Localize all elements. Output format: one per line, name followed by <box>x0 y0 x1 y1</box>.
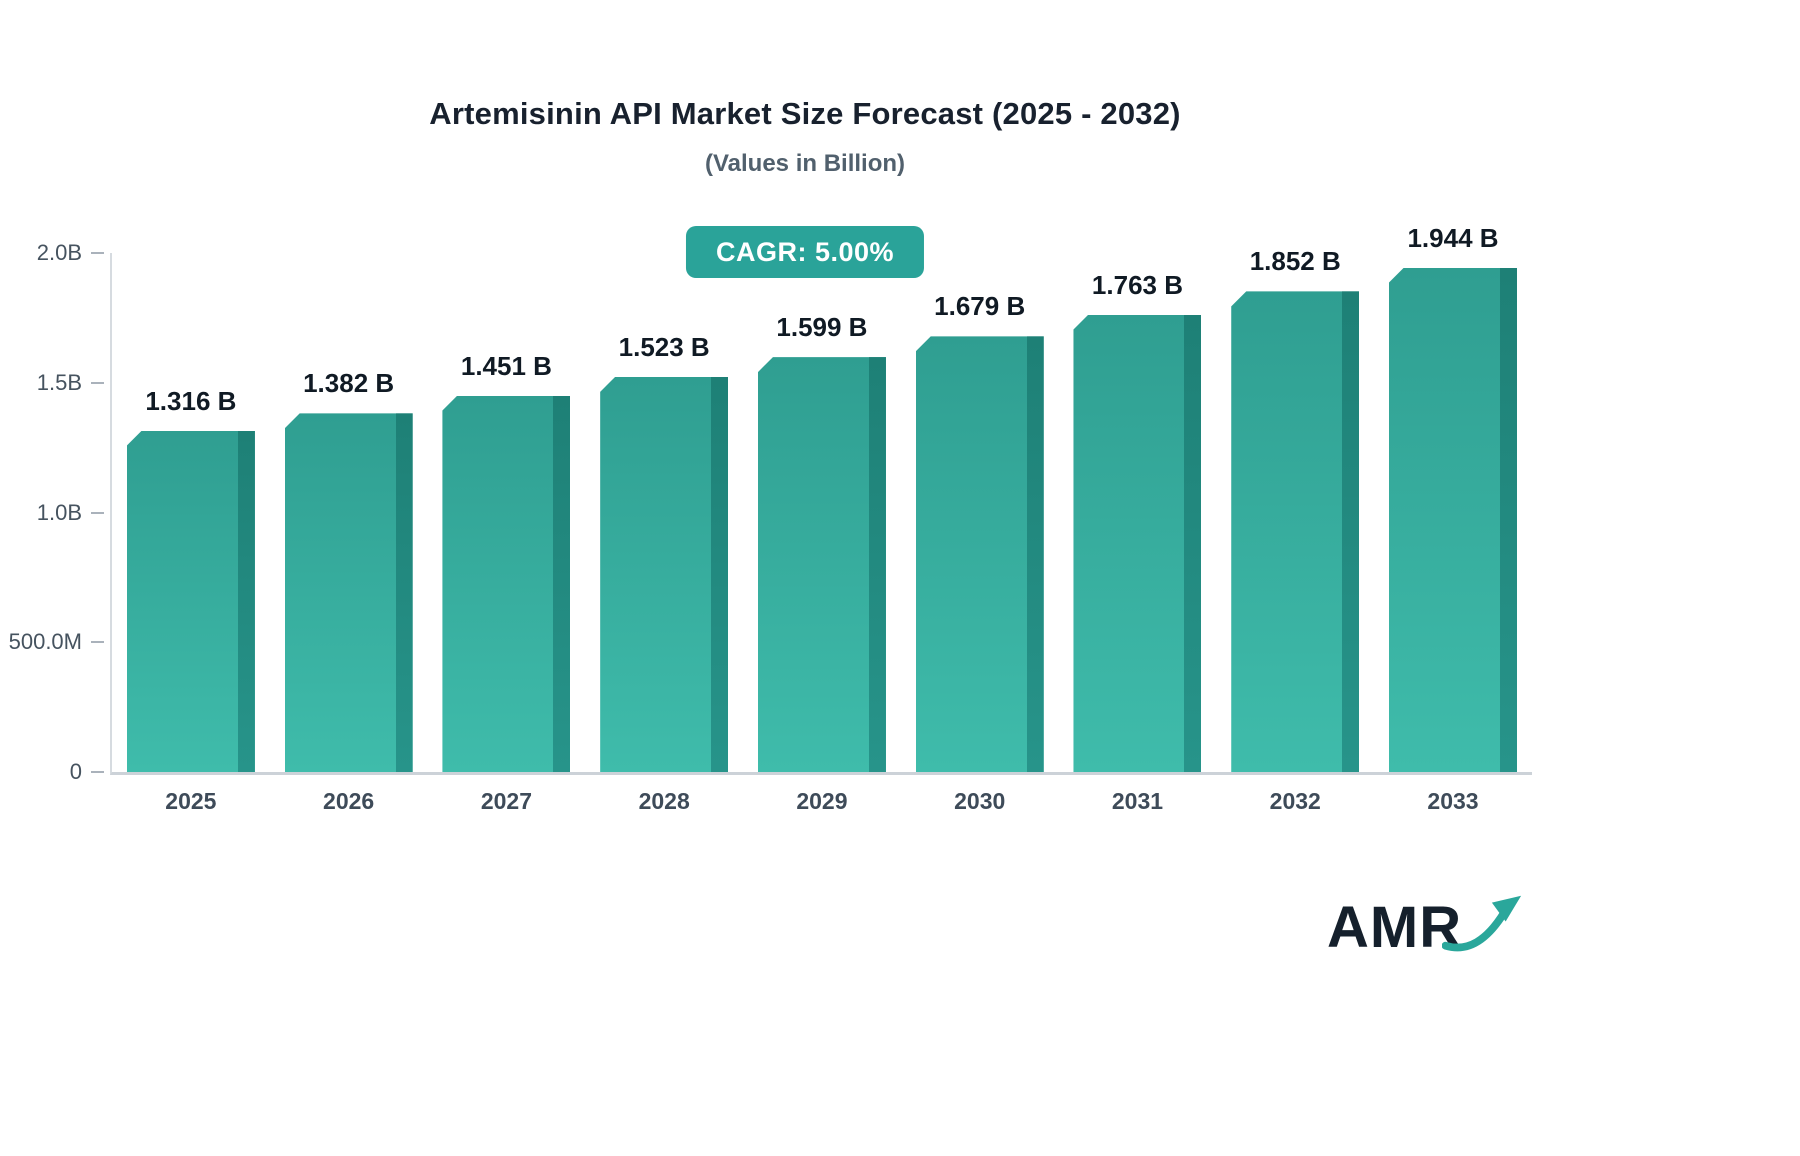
bar-side-shade <box>711 376 729 772</box>
bar-value-label: 1.316 B <box>145 385 237 416</box>
y-tick-label: 1.0B <box>36 499 82 525</box>
bar-value-label: 1.599 B <box>776 312 868 343</box>
bar-value-label: 1.852 B <box>1249 246 1341 277</box>
bar-side-shade <box>1026 336 1044 772</box>
x-axis-label: 2032 <box>1269 788 1321 814</box>
bar <box>600 376 729 772</box>
cagr-label: CAGR: 5.00% <box>715 237 895 267</box>
y-tick-label: 500.0M <box>8 629 82 655</box>
x-axis-label: 2031 <box>1111 788 1164 814</box>
x-axis-label: 2027 <box>480 788 532 814</box>
bar-value-label: 1.763 B <box>1091 269 1184 300</box>
bar <box>1231 291 1360 772</box>
bar-value-label: 1.523 B <box>618 331 710 362</box>
x-axis-label: 2030 <box>954 788 1006 814</box>
cagr-badge: CAGR: 5.00% <box>685 226 925 278</box>
logo-arrow-icon <box>1442 895 1522 952</box>
bar-side-shade <box>553 395 571 772</box>
bar <box>126 430 255 772</box>
bar-side-shade <box>868 357 886 772</box>
amr-logo: AMR <box>1327 893 1528 963</box>
bar-value-label: 1.944 B <box>1407 222 1499 253</box>
bar-value-label: 1.679 B <box>934 291 1026 322</box>
chart-header: Artemisinin API Market Size Forecast (20… <box>0 0 1610 300</box>
x-axis-label: 2029 <box>796 788 848 814</box>
bar <box>1073 314 1202 772</box>
bar <box>757 357 886 772</box>
y-axis-tick: 0 <box>70 759 104 785</box>
y-tick-mark <box>91 511 104 514</box>
bar <box>915 336 1044 772</box>
y-axis-tick: 500.0M <box>9 629 104 655</box>
bar-column: 1.599 B 2029 <box>757 253 886 814</box>
y-tick-mark <box>91 641 104 644</box>
y-axis-tick: 2.0B <box>37 240 104 266</box>
y-axis-tick: 1.0B <box>37 500 104 526</box>
bar-column: 1.679 B 2030 <box>915 253 1044 814</box>
bar-column: 1.451 B 2027 <box>442 253 571 814</box>
bar-column: 1.763 B 2031 <box>1073 253 1202 814</box>
plot-area: 1.316 B 2025 1.382 B 2026 1.451 B 2027 1.523 B… <box>110 223 1532 814</box>
y-tick-label: 0 <box>69 759 82 784</box>
x-axis-label: 2026 <box>323 788 375 814</box>
x-axis-label: 2028 <box>638 788 690 814</box>
bar-column: 1.382 B 2026 <box>284 253 413 814</box>
y-tick-label: 2.0B <box>36 240 82 265</box>
bar-side-shade <box>1500 267 1517 772</box>
bar-value-label: 1.382 B <box>303 368 395 399</box>
bar <box>442 395 571 772</box>
bar-column: 1.523 B 2028 <box>600 253 729 814</box>
bar-side-shade <box>1342 291 1360 772</box>
y-axis: 2.0B 1.5B 1.0B 500.0M 0 <box>0 240 104 784</box>
y-tick-mark <box>91 252 104 254</box>
y-axis-tick: 1.5B <box>37 370 104 396</box>
y-tick-mark <box>91 771 104 773</box>
x-axis-label: 2033 <box>1427 788 1479 814</box>
chart-title: Artemisinin API Market Size Forecast (20… <box>429 96 1181 131</box>
bar-column: 1.316 B 2025 <box>126 253 255 814</box>
bar-value-label: 1.451 B <box>460 350 552 381</box>
chart-subtitle: (Values in Billion) <box>704 150 906 177</box>
bar <box>284 413 413 772</box>
bar-side-shade <box>237 430 255 772</box>
bar-side-shade <box>395 413 413 772</box>
bar-column: 1.852 B 2032 <box>1231 246 1360 814</box>
y-tick-label: 1.5B <box>36 369 82 395</box>
logo-text: AMR <box>1327 895 1463 960</box>
x-axis-label: 2025 <box>165 788 217 814</box>
y-tick-mark <box>91 381 104 384</box>
bar-column: 1.944 B 2033 <box>1389 223 1517 814</box>
bar <box>1389 267 1517 772</box>
bar-side-shade <box>1184 314 1202 772</box>
